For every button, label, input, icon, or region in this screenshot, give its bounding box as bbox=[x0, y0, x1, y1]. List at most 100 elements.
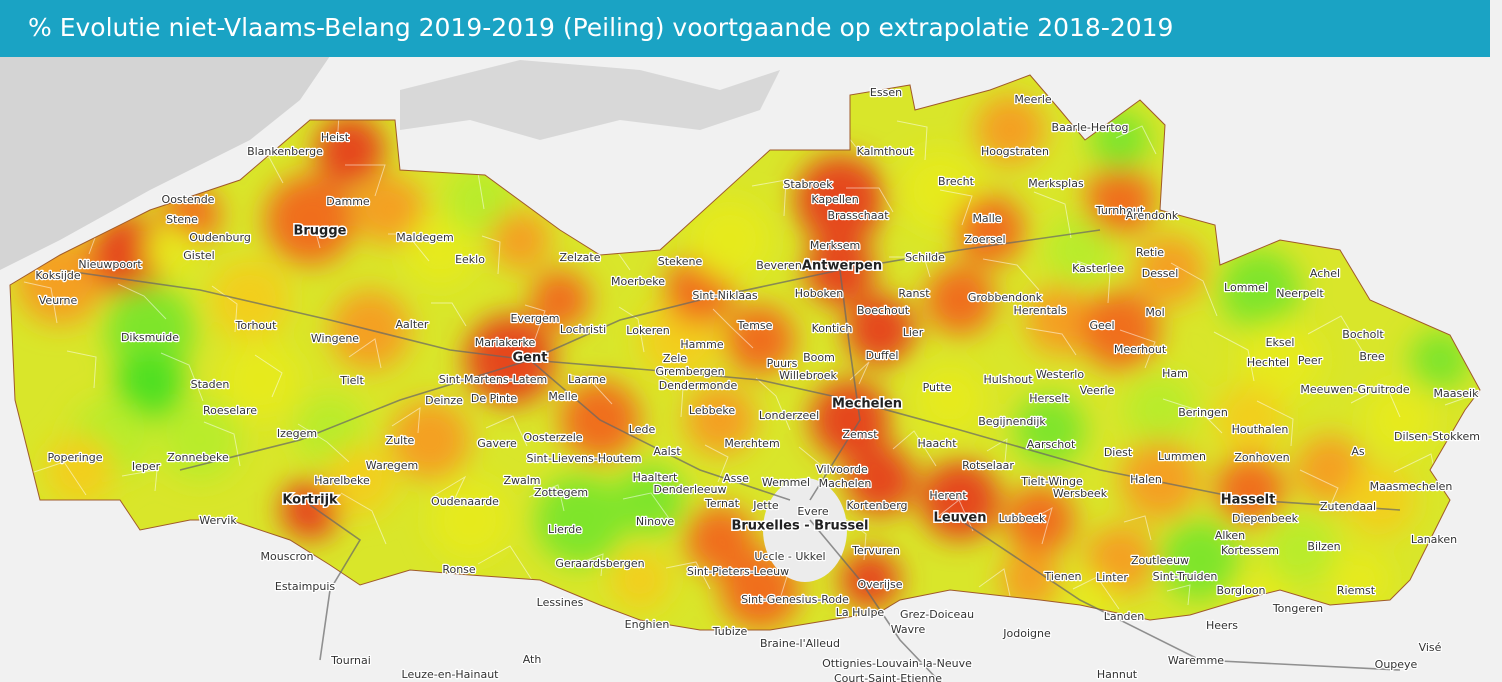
color-patch bbox=[430, 480, 510, 560]
border bbox=[1213, 331, 1255, 382]
color-patch bbox=[1085, 525, 1155, 595]
border bbox=[1076, 260, 1111, 304]
city-label: Leuven bbox=[934, 511, 987, 526]
color-patch bbox=[1215, 455, 1285, 525]
place-label: Aalter bbox=[396, 318, 429, 331]
place-label: Staden bbox=[191, 378, 230, 391]
color-patch bbox=[315, 115, 385, 185]
place-label: Zonnebeke bbox=[167, 451, 229, 464]
place-label: Kalmthout bbox=[857, 145, 915, 158]
place-label: Wavre bbox=[891, 623, 926, 636]
place-label: Rotselaar bbox=[962, 459, 1014, 472]
place-label: Westerlo bbox=[1036, 368, 1084, 381]
place-label: Sint-Lievens-Houtem bbox=[527, 452, 642, 465]
place-label: Torhout bbox=[235, 319, 278, 332]
place-label: Lebbeke bbox=[689, 404, 735, 417]
place-label: Jette bbox=[752, 499, 779, 512]
city-label: Brugge bbox=[293, 224, 346, 239]
place-label: Vilvoorde bbox=[816, 463, 868, 476]
place-label: Sint-Martens-Latem bbox=[439, 373, 547, 386]
place-label: Braine-l'Alleud bbox=[760, 637, 840, 650]
color-patch bbox=[1000, 550, 1060, 610]
color-patch bbox=[1025, 285, 1095, 355]
place-label: Heers bbox=[1206, 619, 1238, 632]
border bbox=[254, 354, 283, 398]
place-label: Ath bbox=[523, 653, 542, 666]
place-label: Grobbendonk bbox=[968, 291, 1043, 304]
border bbox=[1029, 506, 1053, 545]
place-label: Begijnendijk bbox=[978, 415, 1046, 428]
place-label: Heist bbox=[321, 131, 350, 144]
place-label: Blankenberge bbox=[247, 145, 323, 158]
place-label: Sint-Genesius-Rode bbox=[741, 593, 849, 606]
place-label: Maaseik bbox=[1434, 387, 1480, 400]
place-label: Ieper bbox=[132, 460, 161, 473]
place-label: Linter bbox=[1096, 571, 1128, 584]
place-label: Arendonk bbox=[1126, 209, 1179, 222]
color-patch bbox=[530, 270, 590, 330]
border bbox=[896, 120, 928, 161]
color-patch bbox=[1330, 550, 1390, 610]
place-label: Waregem bbox=[366, 459, 418, 472]
place-label: Zoersel bbox=[964, 233, 1005, 246]
border bbox=[431, 302, 467, 327]
place-label: Alken bbox=[1215, 529, 1245, 542]
place-label: Stabroek bbox=[783, 178, 833, 191]
place-label: Zonhoven bbox=[1234, 451, 1289, 464]
place-label: Asse bbox=[723, 472, 749, 485]
color-patch bbox=[265, 175, 355, 265]
place-label: Achel bbox=[1310, 267, 1340, 280]
place-label: Ranst bbox=[898, 287, 930, 300]
place-label: Kortenberg bbox=[846, 499, 907, 512]
color-patch bbox=[1045, 215, 1115, 285]
title-bar bbox=[0, 0, 1490, 57]
border bbox=[755, 377, 791, 431]
place-label: Aalst bbox=[653, 445, 681, 458]
border bbox=[348, 338, 382, 369]
title: % Evolutie niet-Vlaams-Belang 2019-2019 … bbox=[28, 13, 1173, 42]
place-label: Veerle bbox=[1080, 384, 1115, 397]
border bbox=[846, 187, 894, 213]
place-label: Izegem bbox=[277, 427, 317, 440]
place-label: Tubize bbox=[712, 625, 748, 638]
place-label: Estaimpuis bbox=[275, 580, 336, 593]
place-label: Jodoigne bbox=[1002, 627, 1051, 640]
place-label: Oudenburg bbox=[189, 231, 251, 244]
place-label: Haaltert bbox=[633, 471, 678, 484]
border bbox=[297, 423, 350, 463]
color-patch bbox=[725, 305, 795, 375]
border bbox=[1307, 315, 1364, 353]
place-label: Meerhout bbox=[1114, 343, 1167, 356]
place-label: Veurne bbox=[39, 294, 78, 307]
border bbox=[293, 225, 321, 249]
border bbox=[528, 484, 565, 512]
border bbox=[849, 361, 870, 385]
border bbox=[1299, 469, 1339, 512]
place-label: Mouscron bbox=[261, 550, 314, 563]
place-label: Mol bbox=[1145, 306, 1164, 319]
place-label: Ronse bbox=[442, 563, 476, 576]
place-label: Enghien bbox=[625, 618, 670, 631]
place-label: Kasterlee bbox=[1072, 262, 1124, 275]
place-label: Visé bbox=[1419, 641, 1442, 654]
place-label: Beringen bbox=[1178, 406, 1228, 419]
place-label: Bilzen bbox=[1307, 540, 1340, 553]
color-patch bbox=[280, 480, 340, 540]
color-patch bbox=[810, 380, 890, 460]
border bbox=[481, 235, 501, 275]
place-labels: Essen Meerle Baarle-Hertog HeistBlankenberg… bbox=[34, 85, 1481, 682]
color-patch bbox=[1085, 165, 1155, 235]
color-patch bbox=[1265, 515, 1335, 585]
place-label: Duffel bbox=[866, 349, 899, 362]
place-label: Melle bbox=[548, 390, 577, 403]
border bbox=[1162, 398, 1223, 434]
place-label: Herselt bbox=[1029, 392, 1069, 405]
color-patch bbox=[920, 460, 1000, 540]
color-patch bbox=[405, 215, 475, 285]
place-label: Uccle - Ukkel bbox=[754, 550, 825, 563]
place-label: Ottignies-Louvain-la-Neuve bbox=[822, 657, 972, 670]
place-label: Grembergen bbox=[655, 365, 724, 378]
border bbox=[982, 258, 1040, 291]
place-label: Sint-Truiden bbox=[1153, 570, 1218, 583]
city-label: Kortrijk bbox=[282, 493, 338, 508]
